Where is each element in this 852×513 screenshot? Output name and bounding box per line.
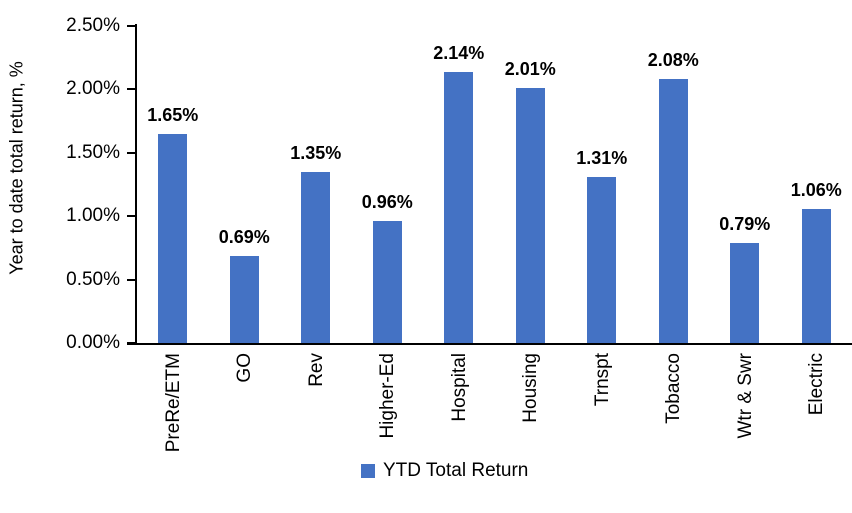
- x-category-label: Rev: [305, 353, 327, 387]
- y-axis-tick-label: 1.00%: [66, 205, 120, 227]
- y-axis-tick: [127, 88, 137, 91]
- bar-value-label: 0.79%: [719, 213, 771, 234]
- x-category-label: Trnspt: [591, 353, 613, 407]
- x-category-label: PreRe/ETM: [162, 353, 184, 453]
- y-axis-tick-label: 0.00%: [66, 332, 120, 353]
- bar-prere-etm: [158, 133, 188, 343]
- x-category-label: Tobacco: [663, 353, 685, 424]
- bar-value-label: 1.35%: [290, 142, 342, 163]
- x-category-label: Electric: [806, 353, 828, 416]
- bar-value-label: 2.08%: [647, 50, 699, 71]
- bar-wtr-swr: [730, 242, 760, 343]
- bar-value-label: 2.01%: [504, 59, 556, 80]
- bar-higher-ed: [372, 221, 402, 343]
- legend-label: YTD Total Return: [383, 460, 529, 481]
- y-axis-tick: [127, 278, 137, 281]
- legend-swatch-icon: [361, 464, 375, 478]
- x-category-label: GO: [234, 353, 256, 383]
- bar-value-label: 1.06%: [790, 179, 842, 200]
- y-axis-tick-label: 1.50%: [66, 141, 120, 163]
- bar-trnspt: [587, 176, 617, 343]
- y-axis-tick: [127, 215, 137, 218]
- bar-hospital: [444, 71, 474, 343]
- y-axis-tick-label: 0.50%: [66, 268, 120, 290]
- bar-rev: [301, 171, 331, 343]
- x-category-label: Housing: [520, 353, 542, 423]
- bar-value-label: 1.65%: [147, 104, 199, 125]
- y-axis-tick-label: 2.50%: [66, 15, 120, 36]
- bar-go: [229, 255, 259, 343]
- y-axis-tick-label: 2.00%: [66, 78, 120, 100]
- x-category-label: Hospital: [448, 353, 470, 422]
- bar-tobacco: [658, 79, 688, 343]
- x-axis-line: [127, 343, 852, 345]
- y-axis-tick: [127, 151, 137, 154]
- bar-value-label: 2.14%: [433, 42, 485, 63]
- y-axis-title: Year to date total return, %: [6, 61, 27, 275]
- bar-value-label: 0.96%: [361, 192, 413, 213]
- bar-housing: [515, 88, 545, 343]
- legend: YTD Total Return: [361, 460, 528, 482]
- bar-value-label: 0.69%: [218, 226, 270, 247]
- y-axis-tick: [127, 25, 137, 27]
- bar-value-label: 1.31%: [576, 147, 628, 168]
- x-category-label: Higher-Ed: [377, 353, 399, 439]
- y-axis-line: [135, 24, 137, 345]
- x-category-label: Wtr & Swr: [734, 353, 756, 439]
- bar-electric: [801, 208, 831, 343]
